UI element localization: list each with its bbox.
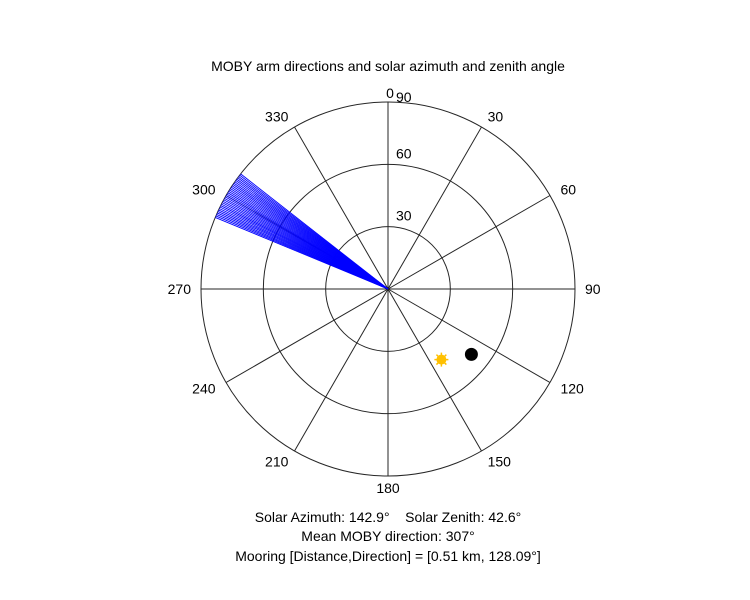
grid-spoke-60 xyxy=(387,195,551,290)
chart-title: MOBY arm directions and solar azimuth an… xyxy=(211,58,565,74)
theta-tick-label: 30 xyxy=(488,109,504,125)
grid-spoke-240 xyxy=(225,288,389,383)
theta-tick-label: 180 xyxy=(376,480,400,496)
mooring-marker xyxy=(464,347,478,361)
theta-tick-label: 150 xyxy=(488,453,512,469)
moby-arm-line-31 xyxy=(240,173,389,290)
theta-tick-label: 300 xyxy=(192,181,216,197)
theta-tick-label: 0 xyxy=(386,85,394,101)
theta-tick-label: 120 xyxy=(560,381,584,397)
theta-tick-label: 330 xyxy=(265,109,289,125)
grid-spoke-120 xyxy=(387,288,551,383)
theta-tick-label: 210 xyxy=(265,453,289,469)
info-text: Solar Azimuth: 142.9° Solar Zenith: 42.6… xyxy=(235,509,541,564)
r-tick-label: 30 xyxy=(396,208,412,224)
mooring-info-text: Mooring [Distance,Direction] = [0.51 km,… xyxy=(235,548,541,564)
theta-tick-label: 60 xyxy=(560,181,576,197)
grid-spoke-150 xyxy=(387,288,482,452)
grid-spoke-210 xyxy=(294,288,389,452)
r-tick-label: 60 xyxy=(396,145,412,161)
grid-spoke-330 xyxy=(294,126,389,290)
sun-disc xyxy=(436,354,447,365)
sun-marker xyxy=(434,352,449,367)
solar-info-text: Solar Azimuth: 142.9° Solar Zenith: 42.6… xyxy=(255,509,521,525)
polar-grid xyxy=(200,101,576,477)
data-layer xyxy=(215,173,478,367)
grid-spoke-30 xyxy=(387,126,482,290)
moby-direction-text: Mean MOBY direction: 307° xyxy=(301,528,474,544)
r-tick-label: 90 xyxy=(396,89,412,105)
tick-labels: 0 30 60 90 120 150 180 210 240 270 300 330 30 60 90 xyxy=(168,85,601,496)
theta-tick-label: 270 xyxy=(168,281,192,297)
theta-tick-label: 90 xyxy=(585,281,601,297)
theta-tick-label: 240 xyxy=(192,381,216,397)
